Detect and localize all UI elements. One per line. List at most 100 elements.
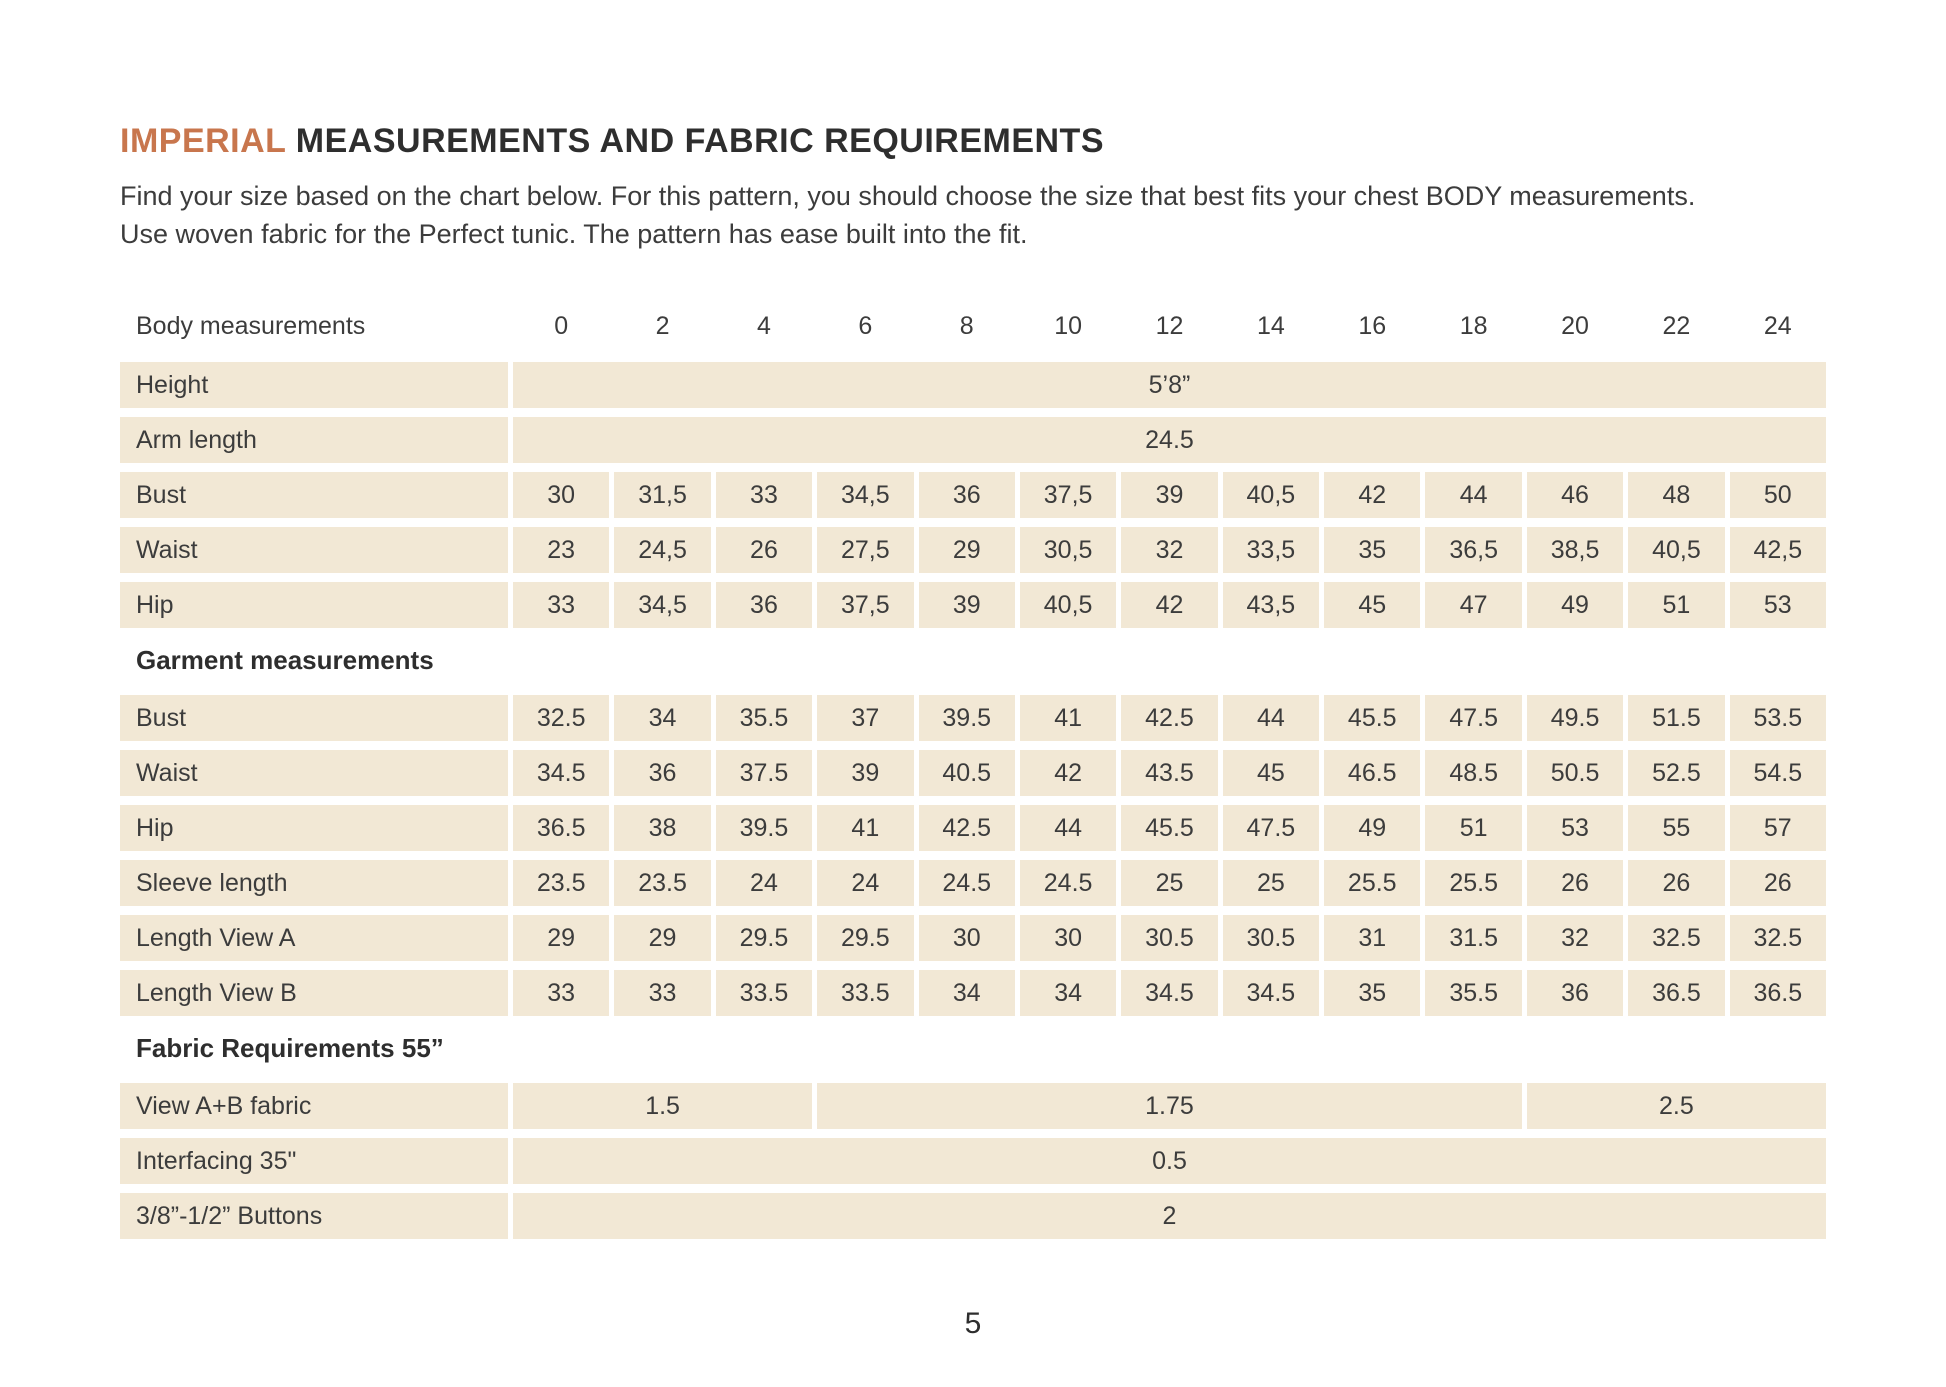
value-cell: 39 (817, 750, 914, 796)
value-cell: 30 (1019, 915, 1117, 961)
row-label: Height (120, 362, 508, 408)
intro-line-2: Use woven fabric for the Perfect tunic. … (120, 219, 1028, 249)
value-cell: 49.5 (1526, 695, 1624, 741)
value-cell: 45 (1222, 750, 1320, 796)
value-cell: 36.5 (1628, 970, 1725, 1016)
value-cell: 30.5 (1222, 915, 1320, 961)
value-cell: 46 (1526, 472, 1624, 518)
value-cell: 42 (1019, 750, 1117, 796)
value-cell: 47.5 (1425, 695, 1522, 741)
span-value-cell: 1.5 (513, 1083, 813, 1129)
value-cell: 42.5 (918, 805, 1015, 851)
body-measurement-row: Height 5’8” (120, 362, 1826, 408)
body-measurement-row: Arm length 24.5 (120, 417, 1826, 463)
span-value-cell: 2 (513, 1193, 1826, 1239)
value-cell: 50 (1729, 472, 1826, 518)
value-cell: 26 (1526, 860, 1624, 906)
value-cell: 33.5 (817, 970, 914, 1016)
value-cell: 45.5 (1121, 805, 1218, 851)
garment-measurement-row: Length View B 33 33 33.5 33.5 34 34 34.5 34.5 35 3… (120, 970, 1826, 1016)
value-cell: 38,5 (1526, 527, 1624, 573)
value-cell: 52.5 (1628, 750, 1725, 796)
value-cell: 29 (614, 915, 711, 961)
size-column-header: 2 (655, 311, 670, 340)
value-cell: 32.5 (513, 695, 610, 741)
value-cell: 40,5 (1222, 472, 1320, 518)
row-label: Bust (120, 695, 508, 741)
size-column-header: 12 (1155, 311, 1184, 340)
row-label: Length View B (120, 970, 508, 1016)
value-cell: 33.5 (715, 970, 813, 1016)
value-cell: 31,5 (614, 472, 711, 518)
value-cell: 34.5 (1222, 970, 1320, 1016)
value-cell: 32 (1121, 527, 1218, 573)
fabric-section-label: Fabric Requirements 55” (136, 1032, 444, 1063)
intro-line-1: Find your size based on the chart below.… (120, 181, 1696, 211)
value-cell: 36 (918, 472, 1015, 518)
value-cell: 43,5 (1222, 582, 1320, 628)
value-cell: 37,5 (1019, 472, 1117, 518)
value-cell: 43.5 (1121, 750, 1218, 796)
value-cell: 47.5 (1222, 805, 1320, 851)
value-cell: 36 (1526, 970, 1624, 1016)
value-cell: 39.5 (918, 695, 1015, 741)
size-column-header: 10 (1054, 311, 1083, 340)
span-value-cell: 1.75 (817, 1083, 1522, 1129)
value-cell: 29.5 (715, 915, 813, 961)
value-cell: 38 (614, 805, 711, 851)
value-cell: 44 (1019, 805, 1117, 851)
value-cell: 41 (1019, 695, 1117, 741)
value-cell: 31.5 (1425, 915, 1522, 961)
span-value-cell: 0.5 (513, 1138, 1826, 1184)
value-cell: 25 (1222, 860, 1320, 906)
value-cell: 23.5 (614, 860, 711, 906)
value-cell: 34 (614, 695, 711, 741)
value-cell: 57 (1729, 805, 1826, 851)
value-cell: 26 (1729, 860, 1826, 906)
value-cell: 29 (918, 527, 1015, 573)
garment-measurements-section: Bust 32.5 34 35.5 37 39.5 41 42.5 44 45.5 47.5 49.5… (120, 695, 1826, 1016)
value-cell: 32.5 (1628, 915, 1725, 961)
value-cell: 36.5 (1729, 970, 1826, 1016)
value-cell: 24.5 (918, 860, 1015, 906)
garment-measurement-row: Hip 36.5 38 39.5 41 42.5 44 45.5 47.5 49 51 53 55 57 (120, 805, 1826, 851)
body-measurement-row: Bust 30 31,5 33 34,5 36 37,5 39 40,5 42 44 46 48 50 (120, 472, 1826, 518)
value-cell: 34.5 (1121, 970, 1218, 1016)
header-label: Body measurements (136, 311, 366, 340)
value-cell: 35.5 (715, 695, 813, 741)
value-cell: 48 (1628, 472, 1725, 518)
row-label: Bust (120, 472, 508, 518)
value-cell: 24.5 (1019, 860, 1117, 906)
value-cell: 54.5 (1729, 750, 1826, 796)
size-column-header: 18 (1459, 311, 1488, 340)
value-cell: 35 (1324, 970, 1421, 1016)
value-cell: 24,5 (614, 527, 711, 573)
row-label: Sleeve length (120, 860, 508, 906)
value-cell: 31 (1324, 915, 1421, 961)
value-cell: 40,5 (1019, 582, 1117, 628)
value-cell: 33 (614, 970, 711, 1016)
value-cell: 29.5 (817, 915, 914, 961)
value-cell: 53.5 (1729, 695, 1826, 741)
value-cell: 44 (1425, 472, 1522, 518)
fabric-requirements-section: View A+B fabric 1.5 1.75 2.5 Interfacing 35"… (120, 1083, 1826, 1239)
page-number: 5 (964, 1307, 982, 1340)
value-cell: 32.5 (1729, 915, 1826, 961)
value-cell: 26 (715, 527, 813, 573)
value-cell: 25.5 (1425, 860, 1522, 906)
row-label: Interfacing 35" (120, 1138, 508, 1184)
fabric-requirement-row: 3/8”-1/2” Buttons 2 (120, 1193, 1826, 1239)
value-cell: 30,5 (1019, 527, 1117, 573)
value-cell: 33 (715, 472, 813, 518)
value-cell: 42 (1324, 472, 1421, 518)
value-cell: 34,5 (817, 472, 914, 518)
title-rest: MEASUREMENTS AND FABRIC REQUIREMENTS (285, 122, 1105, 160)
row-label: Waist (120, 750, 508, 796)
title-accent: IMPERIAL (120, 122, 286, 160)
value-cell: 50.5 (1526, 750, 1624, 796)
size-column-header: 6 (858, 311, 873, 340)
body-measurement-row: Hip 33 34,5 36 37,5 39 40,5 42 43,5 45 47 49 51 53 (120, 582, 1826, 628)
row-label: 3/8”-1/2” Buttons (120, 1193, 508, 1239)
row-label: View A+B fabric (120, 1083, 508, 1129)
garment-measurement-row: Bust 32.5 34 35.5 37 39.5 41 42.5 44 45.5 47.5 49.5… (120, 695, 1826, 741)
